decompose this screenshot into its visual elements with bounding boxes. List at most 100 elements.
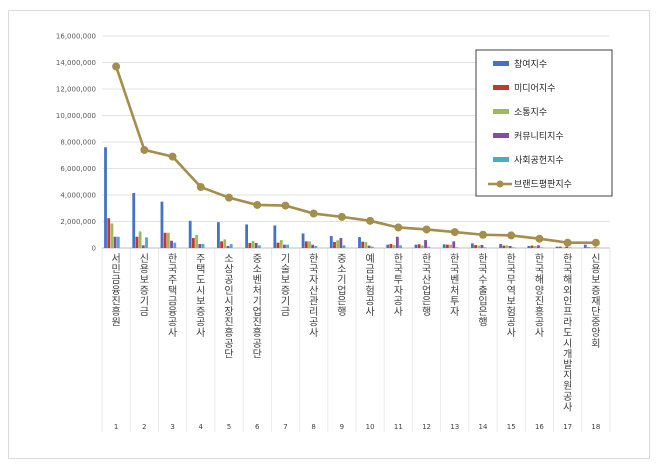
bar-2 [276,242,280,248]
brand-index-point [450,228,459,237]
bar-1 [160,201,164,248]
legend-swatch [493,85,509,90]
bar-1 [358,237,361,248]
brand-index-point [479,230,487,239]
bar-3 [562,247,565,248]
category-number: 15 [507,423,516,431]
bar-5 [483,247,487,248]
bar-3 [166,232,170,248]
bar-4 [424,240,427,248]
category-number: 14 [479,423,488,431]
brand-index-point [112,62,121,71]
brand-index-point [196,183,205,192]
bar-1 [301,233,305,248]
bar-1 [583,244,587,248]
bar-3 [110,223,114,248]
bar-1 [132,193,136,248]
bar-2 [361,241,365,248]
y-tick-label: 10,000,000 [56,112,96,120]
bar-2 [220,241,223,248]
legend-label: 미디어지수 [514,83,555,94]
bar-1 [471,243,474,248]
legend-marker [496,180,504,188]
y-tick-label: 14,000,000 [56,59,96,67]
bar-2 [248,242,252,248]
bar-5 [399,245,402,248]
legend-swatch [493,61,509,66]
bar-3 [195,235,198,248]
bar-5 [258,245,261,248]
bar-1 [386,244,390,248]
brand-index-point [507,231,516,240]
chart-frame [8,10,650,459]
y-tick-label: 12,000,000 [56,86,96,94]
category-number: 9 [340,423,344,431]
brand-index-point [563,238,572,247]
brand-index-point [225,193,233,202]
bar-5 [342,245,346,248]
bar-4 [339,238,343,248]
brand-index-point [366,216,375,225]
bar-5 [455,247,459,248]
bar-2 [333,242,336,248]
bar-5 [512,247,515,248]
brand-index-point [337,212,346,221]
bar-3 [138,231,142,248]
bar-5 [286,244,290,248]
bar-3 [392,245,396,248]
legend-label: 소통지수 [514,107,547,118]
bar-4 [113,236,117,248]
bar-1 [104,147,107,248]
bar-4 [198,244,202,248]
bar-2 [502,245,506,248]
legend-label: 사회공헌지수 [514,155,564,166]
bar-2 [530,245,534,248]
category-labels: 서 민 금 융 진 흥 원 1 신 용 보 증 기 금 2 한 국 주 택 금 융 공 사 3 주 택 도 시 보 증 공 사 4 소 상 공 인 시 장 진… [112,253,601,431]
bar-5 [314,246,318,248]
bar-3 [223,239,227,248]
bar-2 [587,247,590,248]
y-tick-label: 4,000,000 [60,192,96,200]
bar-3 [308,241,311,248]
category-number: 18 [591,423,600,431]
bar-4 [141,245,145,248]
bar-2 [389,244,393,248]
bar-3 [505,245,509,248]
bar-4 [226,246,230,248]
y-tick-label: 0 [92,245,96,253]
bar-4 [480,244,484,248]
bar-2 [135,236,139,248]
brand-index-point [140,145,149,154]
bar-4 [452,241,456,248]
bar-1 [217,222,220,248]
brand-index-point [394,223,403,232]
category-number: 3 [170,423,174,431]
bar-5 [540,247,544,248]
bar-4 [395,236,399,248]
category-number: 17 [563,423,572,431]
bar-3 [279,240,283,248]
bar-1 [273,225,277,248]
bar-5 [229,244,233,248]
brand-index-point [422,225,431,234]
bar-3 [533,246,537,248]
bar-1 [188,220,192,248]
bar-1 [555,246,559,248]
bar-5 [116,236,120,248]
brand-index-point [168,152,177,161]
